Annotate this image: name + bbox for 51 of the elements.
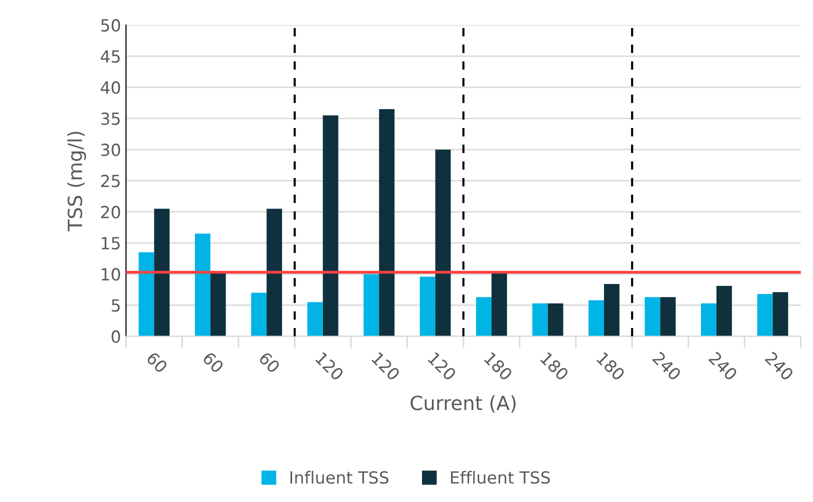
x-tick-label: 240 xyxy=(652,351,682,382)
y-tick-label: 35 xyxy=(101,112,120,126)
y-tick-label: 5 xyxy=(112,299,120,312)
x-axis-title: Current (A) xyxy=(410,395,516,413)
y-tick-label: 0 xyxy=(112,330,120,343)
x-tick-label: 180 xyxy=(540,352,570,382)
bar xyxy=(700,303,716,336)
bar xyxy=(194,234,210,336)
x-tick-label: 60 xyxy=(146,351,168,374)
bar xyxy=(604,284,620,336)
bar xyxy=(322,115,338,336)
x-tick-label: 120 xyxy=(371,352,401,382)
bar xyxy=(435,150,451,336)
x-tick-label: 60 xyxy=(202,351,224,374)
y-axis-title: TSS (mg/l) xyxy=(67,132,86,232)
y-tick-label: 20 xyxy=(101,206,120,218)
bar xyxy=(138,252,154,336)
bar xyxy=(644,297,660,336)
y-tick-label: 45 xyxy=(100,50,120,63)
bar xyxy=(548,303,564,336)
y-tick-label: 40 xyxy=(100,81,120,94)
bar xyxy=(716,286,732,336)
bar xyxy=(772,292,788,336)
x-tick-label: 120 xyxy=(427,352,457,382)
bar xyxy=(364,274,380,336)
y-tick-label: 50 xyxy=(101,19,120,32)
bar xyxy=(266,208,282,336)
bar xyxy=(210,272,226,336)
x-tick-label: 180 xyxy=(596,352,626,382)
legend-label: Effluent TSS xyxy=(451,470,550,484)
y-tick-label: 25 xyxy=(101,174,120,188)
bar xyxy=(660,297,676,336)
x-tick-label: 240 xyxy=(708,351,738,382)
bar xyxy=(307,302,323,336)
bar xyxy=(492,272,507,336)
y-tick-label: 10 xyxy=(102,268,120,281)
bar xyxy=(588,300,604,336)
x-tick-label: 60 xyxy=(258,351,281,374)
bar xyxy=(251,292,267,336)
bar xyxy=(420,276,436,336)
legend-label: Influent TSS xyxy=(290,470,388,484)
bar xyxy=(379,109,395,336)
x-tick-label: 120 xyxy=(315,352,344,382)
y-tick-label: 15 xyxy=(102,237,120,250)
bar xyxy=(532,303,548,336)
bar xyxy=(154,208,170,336)
x-tick-label: 240 xyxy=(764,351,794,382)
bar xyxy=(476,297,492,336)
y-tick-label: 30 xyxy=(101,144,120,156)
x-tick-label: 180 xyxy=(484,352,514,382)
bar xyxy=(757,294,773,336)
